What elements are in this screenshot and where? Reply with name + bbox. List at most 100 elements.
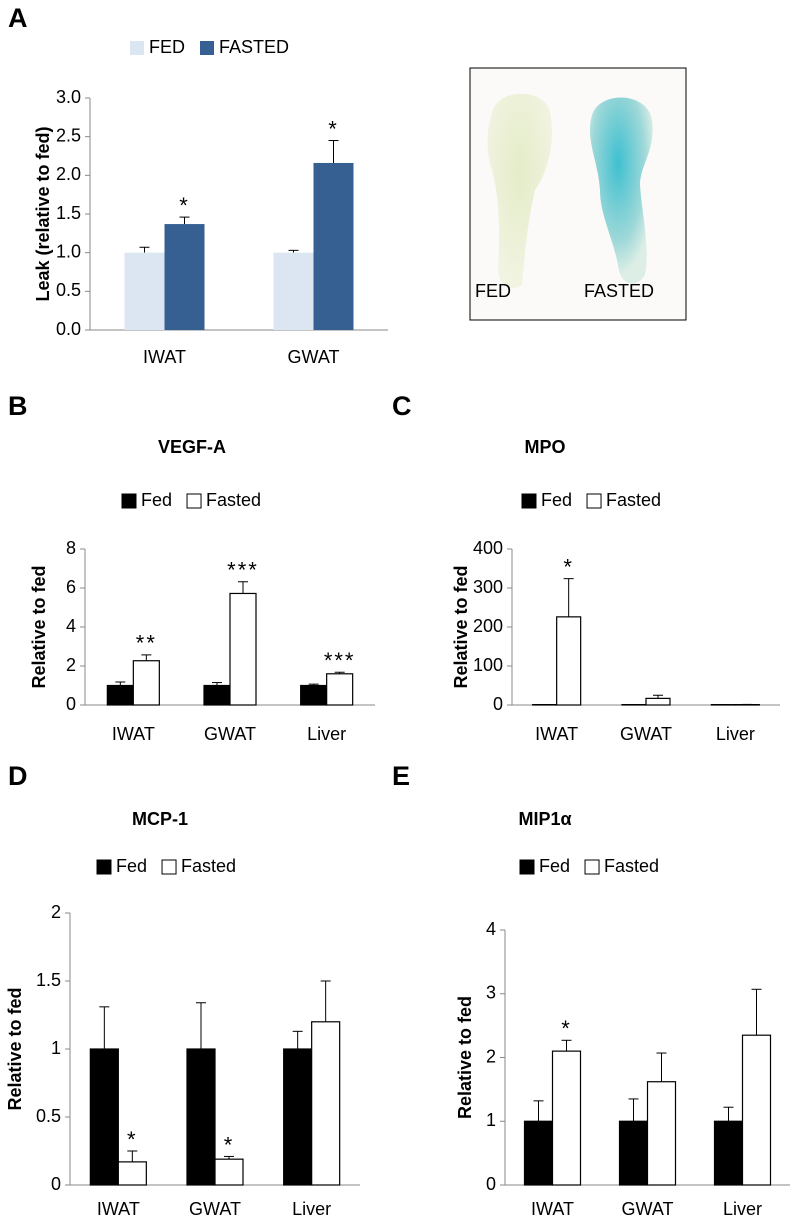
- bar: [214, 1158, 244, 1186]
- y-tick-label: 400: [473, 538, 503, 558]
- x-tick-label: IWAT: [97, 1199, 140, 1219]
- significance-marker: **: [136, 631, 157, 656]
- y-axis-label: Relative to fed: [29, 565, 49, 688]
- photo-label: FASTED: [584, 281, 654, 301]
- bar: [106, 684, 134, 706]
- y-tick-label: 2: [66, 655, 76, 675]
- x-tick-label: GWAT: [620, 724, 672, 744]
- legend-label: Fed: [141, 490, 172, 510]
- legend-label: Fasted: [604, 856, 659, 876]
- x-tick-label: Liver: [723, 1199, 762, 1219]
- chart: D MCP-1 Relative to fed Fed Fasted 0 0.5 1 1.5 2 I…: [5, 761, 360, 1219]
- y-tick-label: 0.0: [56, 319, 81, 339]
- y-tick-label: 6: [66, 577, 76, 597]
- y-tick-label: 0.5: [36, 1106, 61, 1126]
- bar: [618, 1120, 649, 1186]
- significance-marker: *: [127, 1127, 138, 1152]
- legend-swatch: [186, 493, 202, 509]
- y-tick-label: 1.5: [36, 970, 61, 990]
- y-tick-label: 0.5: [56, 280, 81, 300]
- fasted-tissue: [589, 97, 653, 284]
- bar: [313, 162, 354, 330]
- significance-marker: ***: [227, 558, 259, 583]
- y-tick-label: 3: [486, 983, 496, 1003]
- bar: [164, 224, 205, 330]
- y-tick-label: 4: [66, 616, 76, 636]
- chart: B VEGF-A Relative to fed Fed Fasted 0 2 4 6 8 IWAT…: [8, 391, 375, 744]
- y-tick-label: 2: [51, 902, 61, 922]
- y-tick-label: 2: [486, 1046, 496, 1066]
- y-tick-label: 3.0: [56, 87, 81, 107]
- x-tick-label: GWAT: [204, 724, 256, 744]
- bar: [203, 684, 231, 706]
- bar: [117, 1161, 147, 1186]
- legend-label: Fasted: [181, 856, 236, 876]
- legend-label: Fasted: [206, 490, 261, 510]
- x-tick-label: Liver: [716, 724, 755, 744]
- legend-swatch: [584, 859, 600, 875]
- significance-marker: *: [224, 1132, 235, 1157]
- panel-label: D: [8, 761, 28, 791]
- y-tick-label: 0: [66, 694, 76, 714]
- fed-tissue: [487, 93, 553, 289]
- bar: [283, 1048, 313, 1186]
- y-axis-label: Relative to fed: [5, 987, 25, 1110]
- bar: [646, 1081, 677, 1186]
- legend-swatch: [521, 493, 537, 509]
- bar: [645, 697, 671, 706]
- chart-title: MPO: [524, 437, 565, 457]
- y-tick-label: 0: [486, 1174, 496, 1194]
- bar: [300, 684, 328, 706]
- panel-label: E: [392, 761, 410, 791]
- panel-label: C: [392, 391, 412, 421]
- chart-title: VEGF-A: [158, 437, 226, 457]
- bar: [229, 592, 257, 706]
- y-tick-label: 1.0: [56, 241, 81, 261]
- chart-title: MIP1α: [518, 809, 571, 829]
- y-tick-label: 100: [473, 655, 503, 675]
- legend-swatch: [121, 493, 137, 509]
- legend-swatch: [586, 493, 602, 509]
- y-axis-label: Leak (relative to fed): [33, 126, 53, 301]
- chart: E MIP1α Relative to fed Fed Fasted 0 1 2 3 4 IWAT *…: [392, 761, 790, 1219]
- chart-title: MCP-1: [132, 809, 188, 829]
- legend-swatch: [200, 41, 214, 55]
- bar: [556, 616, 582, 706]
- legend-swatch: [519, 859, 535, 875]
- legend-label: FED: [149, 37, 185, 57]
- y-tick-label: 4: [486, 919, 496, 939]
- legend-swatch: [130, 41, 144, 55]
- photo-label: FED: [475, 281, 511, 301]
- legend-swatch: [96, 859, 112, 875]
- legend-label: Fed: [541, 490, 572, 510]
- y-tick-label: 8: [66, 538, 76, 558]
- y-tick-label: 2.5: [56, 125, 81, 145]
- x-tick-label: IWAT: [143, 347, 186, 367]
- chart: C MPO Relative to fed Fed Fasted 0 100 200 300 40…: [392, 391, 780, 744]
- y-tick-label: 200: [473, 616, 503, 636]
- y-axis-label: Relative to fed: [451, 565, 471, 688]
- bar: [186, 1048, 216, 1186]
- panel-label: A: [8, 3, 28, 33]
- photo: FED FASTED: [469, 67, 687, 321]
- x-tick-label: IWAT: [535, 724, 578, 744]
- bar: [741, 1034, 772, 1186]
- bar: [132, 660, 160, 706]
- y-tick-label: 300: [473, 577, 503, 597]
- significance-marker: ***: [324, 648, 356, 673]
- bar: [713, 1120, 744, 1186]
- bar: [551, 1050, 582, 1186]
- legend-label: Fed: [116, 856, 147, 876]
- significance-marker: *: [328, 116, 339, 141]
- y-tick-label: 0: [51, 1174, 61, 1194]
- significance-marker: *: [563, 554, 574, 579]
- legend-label: FASTED: [219, 37, 289, 57]
- panel-label: B: [8, 391, 28, 421]
- y-tick-label: 1.5: [56, 203, 81, 223]
- y-tick-label: 0: [493, 694, 503, 714]
- bar: [89, 1048, 119, 1186]
- legend-label: Fasted: [606, 490, 661, 510]
- bar: [124, 252, 165, 330]
- x-tick-label: IWAT: [112, 724, 155, 744]
